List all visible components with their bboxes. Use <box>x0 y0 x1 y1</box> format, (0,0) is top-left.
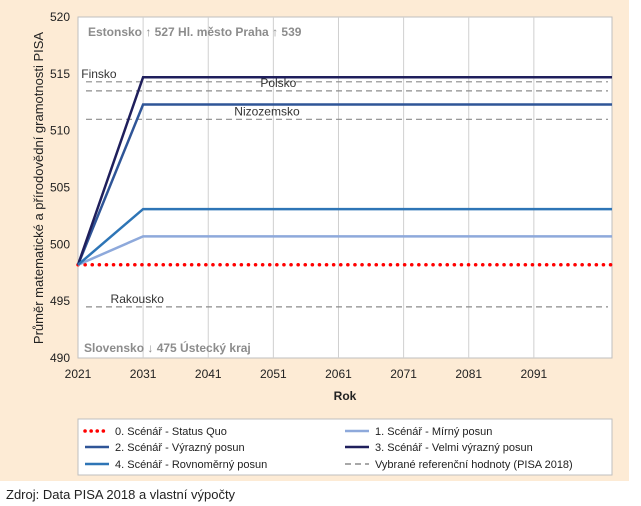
reference-label: Rakousko <box>111 292 165 306</box>
reference-label: Nizozemsko <box>234 104 300 118</box>
note-top: Estonsko ↑ 527 Hl. město Praha ↑ 539 <box>88 25 302 39</box>
x-tick-label: 2051 <box>260 367 287 381</box>
series-line <box>76 103 612 266</box>
y-tick-label: 495 <box>50 294 70 308</box>
x-axis-label: Rok <box>334 389 357 403</box>
legend-label: 1. Scénář - Mírný posun <box>375 426 492 438</box>
legend-label: 3. Scénář - Velmi výrazný posun <box>375 442 533 454</box>
x-tick-label: 2041 <box>195 367 222 381</box>
plot-area <box>77 16 613 359</box>
series-line <box>77 207 612 266</box>
note-bottom: Slovensko ↓ 475 Ústecký kraj <box>84 340 251 355</box>
x-tick-label: 2031 <box>130 367 157 381</box>
series-line <box>77 235 612 266</box>
legend-label: Vybrané referenční hodnoty (PISA 2018) <box>375 459 573 471</box>
x-tick-label: 2071 <box>390 367 417 381</box>
source-note: Zdroj: Data PISA 2018 a vlastní výpočty <box>6 487 236 502</box>
reference-label: Polsko <box>260 76 296 90</box>
x-tick-label: 2061 <box>325 367 352 381</box>
y-tick-label: 490 <box>50 351 70 365</box>
y-tick-label: 505 <box>50 181 70 195</box>
x-tick-label: 2021 <box>65 367 92 381</box>
x-tick-label: 2081 <box>455 367 482 381</box>
series-line <box>76 75 612 266</box>
x-tick-label: 2091 <box>521 367 548 381</box>
reference-label: Finsko <box>81 67 117 81</box>
y-tick-label: 520 <box>50 10 70 24</box>
legend-label: 0. Scénář - Status Quo <box>115 426 227 438</box>
y-tick-label: 500 <box>50 237 70 251</box>
legend-label: 2. Scénář - Výrazný posun <box>115 442 245 454</box>
chart-panel: Finsko Polsko Nizozemsko Rakousko 490 495 500… <box>0 0 629 481</box>
legend-label: 4. Scénář - Rovnoměrný posun <box>115 459 267 471</box>
y-tick-label: 515 <box>50 67 70 81</box>
line-chart: Finsko Polsko Nizozemsko Rakousko 490 495 500… <box>31 10 614 476</box>
y-axis-label: Průměr matematické a přírodovědní gramot… <box>31 32 46 344</box>
y-tick-label: 510 <box>50 124 70 138</box>
